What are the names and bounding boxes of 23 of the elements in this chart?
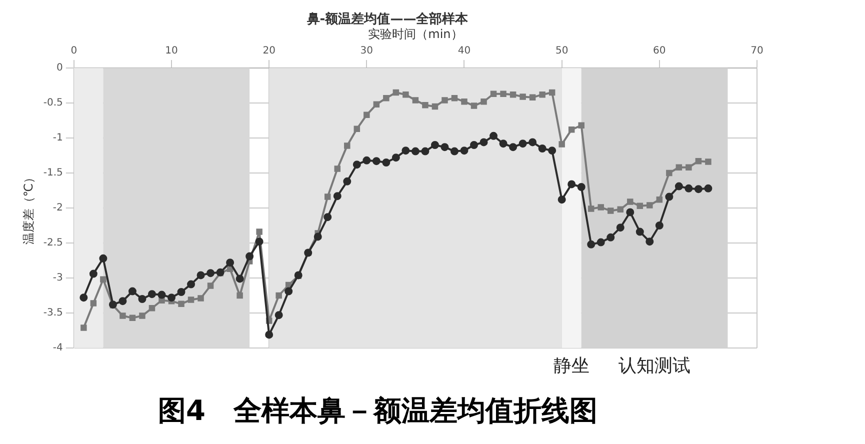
x-tick-label: 70 (750, 46, 764, 57)
x-tick-label: 20 (262, 46, 276, 57)
y-tick-label: -1.5 (43, 168, 63, 179)
x-axis-title: 实验时间（min） (368, 26, 463, 41)
band-label: 认知测试 (618, 356, 691, 377)
x-tick-label: 50 (555, 46, 568, 57)
x-tick-label: 10 (165, 46, 178, 57)
x-tick-label: 30 (360, 46, 374, 57)
y-tick-label: -3 (52, 272, 63, 284)
x-tick-label: 0 (70, 46, 78, 57)
y-tick-label: -2 (52, 202, 63, 214)
y-tick-label: -1 (52, 132, 63, 144)
band-label: 静坐 (554, 356, 590, 377)
y-tick-label: -0.5 (43, 98, 63, 109)
y-tick-label: -4 (52, 342, 63, 354)
y-tick-label: -2.5 (43, 238, 63, 249)
y-tick-label: 0 (56, 62, 63, 74)
y-tick-label: -3.5 (43, 308, 63, 319)
x-tick-label: 60 (653, 46, 666, 57)
chart-title: 鼻-额温差均值——全部样本 (306, 11, 470, 28)
x-tick-label: 40 (458, 46, 471, 57)
caption: 图4 全样本鼻－额温差均值折线图 (157, 393, 598, 429)
y-axis-title: 温度差（℃） (21, 171, 36, 245)
